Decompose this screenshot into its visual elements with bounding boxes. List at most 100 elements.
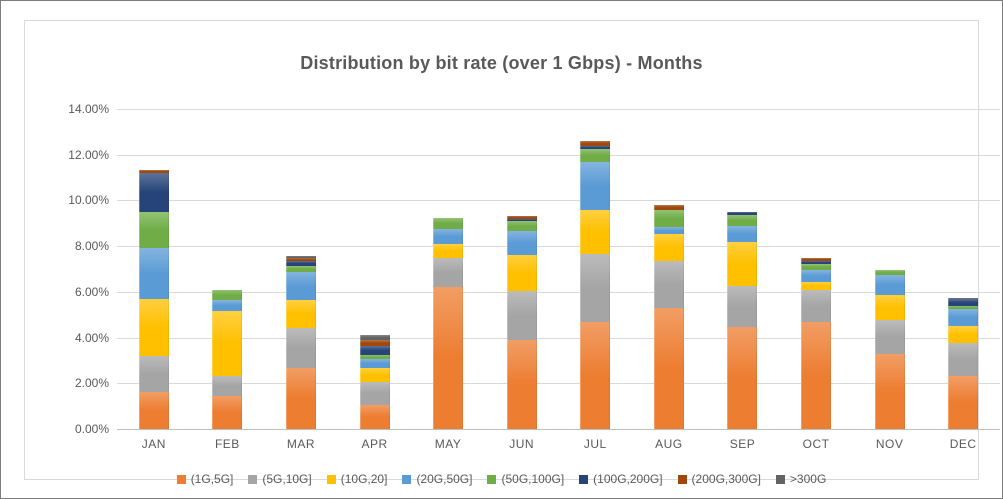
gridline	[117, 246, 1000, 248]
bar-segment-50g-100g	[138, 211, 169, 249]
bar-segment-200g-300g	[653, 205, 684, 210]
x-axis-label-sep: SEP	[729, 437, 756, 451]
bar-segment-5g-10g	[433, 257, 464, 288]
gridline	[117, 337, 1000, 339]
x-axis-label-feb: FEB	[214, 437, 240, 451]
bar-segment-10g-20	[433, 243, 464, 258]
bar-segment-300g	[948, 297, 979, 299]
bar-segment-50g-100g	[506, 221, 537, 232]
bar-segment-50g-100g	[433, 217, 464, 229]
bar-segment-10g-20	[874, 295, 905, 321]
legend-swatch-icon	[402, 474, 412, 484]
x-axis-label-dec: DEC	[949, 437, 977, 451]
x-axis-label-nov: NOV	[875, 437, 904, 451]
legend-swatch-icon	[176, 474, 186, 484]
y-axis-tick-label: 4.00%	[74, 330, 109, 345]
bar-segment-100g-200g	[948, 298, 979, 306]
bar-segment-5g-10g	[138, 355, 169, 393]
bar-segment-5g-10g	[580, 254, 611, 322]
bar-segment-10g-20	[727, 241, 758, 287]
bar-segment-1g-5g	[138, 392, 169, 429]
bar-segment-10g-20	[948, 326, 979, 344]
legend-swatch-icon	[248, 474, 258, 484]
x-axis-label-jul: JUL	[583, 437, 607, 451]
legend-item: >300G	[775, 472, 826, 486]
bar-segment-100g-200g	[138, 173, 169, 212]
legend-label: (200G,300G]	[691, 472, 761, 486]
gridline	[117, 109, 1000, 110]
bar-segment-50g-100g	[801, 264, 832, 271]
bar-segment-5g-10g	[359, 382, 390, 405]
bar-segment-20g-50g	[727, 225, 758, 242]
bar-segment-1g-5g	[506, 339, 537, 429]
legend-label: (5G,10G]	[262, 472, 312, 486]
bar-segment-10g-20	[653, 233, 684, 261]
legend-item: (10G,20]	[326, 472, 387, 486]
y-axis-tick-label: 0.00%	[74, 422, 109, 436]
bar-segment-20g-50g	[212, 299, 243, 312]
bar-segment-300g	[359, 335, 390, 340]
y-axis-tick-label: 8.00%	[74, 239, 109, 254]
bar-segment-50g-100g	[359, 354, 390, 360]
x-axis-label-jun: JUN	[509, 437, 535, 451]
bar-segment-10g-20	[801, 281, 832, 290]
bar-segment-20g-50g	[359, 359, 390, 369]
bar-segment-10g-20	[285, 299, 316, 329]
legend-label: (1G,5G]	[190, 472, 234, 486]
bar-segment-1g-5g	[801, 321, 832, 429]
bar-segment-50g-100g	[580, 149, 611, 162]
bar-segment-10g-20	[138, 298, 169, 356]
bar-segment-10g-20	[212, 311, 243, 377]
bar-segment-50g-100g	[285, 265, 316, 273]
x-axis-label-may: MAY	[434, 437, 462, 451]
bar-segment-300g	[285, 256, 316, 258]
bar-segment-1g-5g	[359, 405, 390, 429]
bar-segment-1g-5g	[212, 395, 243, 429]
legend-item: (20G,50G]	[402, 472, 472, 486]
legend-swatch-icon	[677, 474, 687, 484]
bar-segment-5g-10g	[212, 376, 243, 396]
bar-segment-20g-50g	[874, 274, 905, 296]
bar-segment-20g-50g	[138, 248, 169, 299]
bar-segment-20g-50g	[653, 226, 684, 234]
bar-segment-100g-200g	[727, 211, 758, 216]
bar-segment-5g-10g	[506, 290, 537, 340]
legend-swatch-icon	[775, 474, 785, 484]
bar-segment-20g-50g	[801, 270, 832, 282]
bar-segment-1g-5g	[948, 376, 979, 429]
bar-segment-200g-300g	[285, 257, 316, 261]
bar-segment-5g-10g	[948, 343, 979, 377]
bar-segment-20g-50g	[433, 229, 464, 244]
gridline	[117, 291, 1000, 293]
x-axis-label-aug: AUG	[655, 437, 683, 451]
bar-segment-5g-10g	[801, 289, 832, 322]
legend-label: (100G,200G]	[593, 472, 663, 486]
y-axis-tick-label: 6.00%	[74, 284, 109, 299]
gridline	[117, 200, 1000, 202]
y-axis-tick-label: 14.00%	[68, 102, 109, 116]
x-axis-label-mar: MAR	[286, 437, 316, 451]
legend-label: (50G,100G]	[501, 472, 565, 486]
bar-segment-20g-50g	[506, 231, 537, 256]
bar-segment-5g-10g	[727, 286, 758, 328]
chart-frame: Distribution by bit rate (over 1 Gbps) -…	[24, 20, 1000, 486]
y-axis-tick-label: 10.00%	[68, 193, 109, 208]
legend-item: (200G,300G]	[677, 472, 761, 486]
x-axis-line	[117, 429, 1000, 430]
legend-swatch-icon	[326, 474, 336, 484]
bar-segment-200g-300g	[801, 257, 832, 261]
legend-item: (50G,100G]	[487, 472, 564, 486]
x-axis-label-apr: APR	[361, 437, 388, 451]
bar-segment-20g-50g	[580, 161, 611, 210]
bar-segment-1g-5g	[653, 307, 684, 429]
y-axis-tick-label: 12.00%	[68, 147, 109, 162]
bar-segment-5g-10g	[285, 328, 316, 369]
bar-segment-100g-200g	[285, 261, 316, 266]
plot-area	[117, 109, 1000, 430]
legend-item: (1G,5G]	[176, 472, 234, 486]
bar-segment-1g-5g	[433, 287, 464, 429]
bar-segment-100g-200g	[801, 261, 832, 265]
y-axis-tick-label: 2.00%	[74, 376, 109, 391]
legend-swatch-icon	[487, 474, 497, 484]
